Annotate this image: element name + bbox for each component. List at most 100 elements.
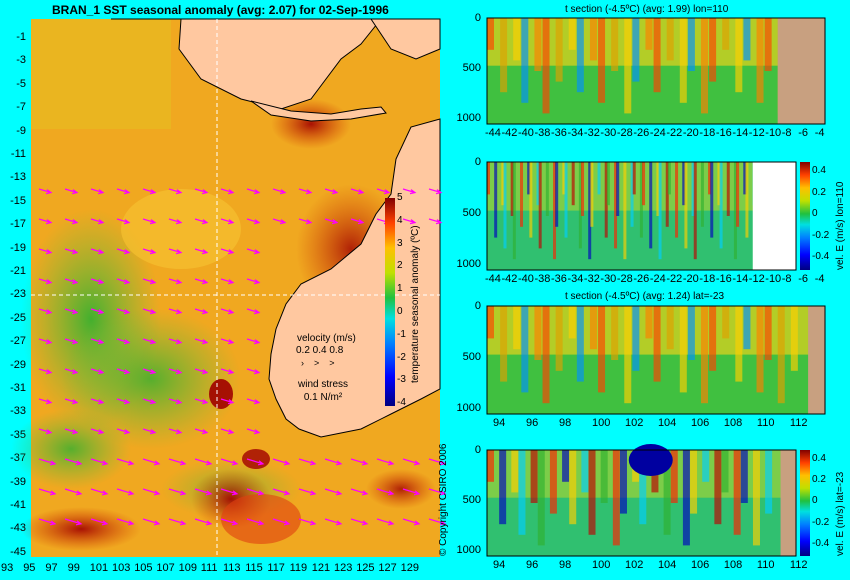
section-x-tick-label: -20	[682, 127, 699, 139]
lat-tick-label: -41	[10, 499, 26, 511]
section-streak	[645, 18, 653, 50]
section-x-tick-label: -4	[814, 273, 825, 285]
colorbar-tick-label: 0	[397, 306, 403, 317]
section-streak	[606, 162, 610, 206]
wind-arrow	[90, 278, 105, 285]
section-streak	[588, 450, 596, 535]
lat-tick-label: -45	[10, 545, 26, 558]
section-land-mask	[780, 450, 796, 556]
main-colorbar-label: temperature seasonal anomaly (ºC)	[410, 225, 421, 383]
section-streak	[589, 18, 597, 61]
section-x-tick-label: -28	[616, 127, 633, 139]
lat-tick-label: -39	[10, 475, 26, 488]
wind-arrow	[272, 458, 291, 466]
section-streak	[632, 162, 636, 195]
section-streak	[581, 450, 589, 493]
wind-arrow	[220, 308, 235, 315]
wind-arrow	[64, 488, 83, 496]
section-x-tick-label: -30	[600, 127, 617, 139]
lon-tick-label: 97	[45, 562, 58, 574]
lon-tick-label: 113	[223, 562, 241, 574]
section-streak	[612, 450, 620, 546]
section-streak	[520, 162, 524, 227]
lat-tick-label: -19	[10, 241, 26, 254]
wind-arrow	[38, 488, 57, 496]
section-streak	[568, 306, 576, 339]
wind-arrow	[350, 518, 369, 526]
wind-arrow	[428, 518, 447, 526]
section-streak	[542, 18, 550, 114]
section-streak	[717, 162, 721, 206]
section-streak	[708, 162, 712, 195]
lat-tick-label: -15	[10, 194, 26, 207]
wind-arrow	[324, 488, 343, 496]
wind-arrow	[298, 518, 317, 526]
wind-arrow	[64, 518, 83, 526]
section-streak	[501, 162, 505, 206]
section-streak	[675, 162, 679, 238]
section-streak	[733, 450, 741, 535]
wind-arrow	[350, 188, 365, 195]
wind-arrow	[220, 188, 235, 195]
wind-arrow	[298, 188, 313, 195]
wind-arrow	[90, 428, 105, 435]
section-panel-title: t section (-4.5ºC) (avg: 1.99) lon=110	[565, 4, 729, 15]
section-streak	[735, 18, 743, 93]
wind-arrow	[220, 248, 235, 255]
section-x-tick-label: 96	[525, 417, 539, 429]
section-streak	[530, 450, 538, 503]
wind-arrow	[38, 338, 53, 345]
velocity-colorbar-tick: 0	[812, 495, 818, 507]
wind-arrow	[428, 188, 443, 195]
section-x-tick-label: -20	[682, 273, 699, 285]
wind-arrow	[116, 278, 131, 285]
wind-arrow	[90, 368, 105, 375]
wind-arrow	[168, 248, 183, 255]
lon-tick-label: 125	[356, 562, 375, 574]
wind-arrow	[64, 278, 79, 285]
section-streak	[701, 18, 709, 114]
section-streak	[690, 450, 698, 514]
section-streak	[752, 450, 760, 546]
colorbar-tick-label: 4	[397, 214, 403, 226]
section-streak	[624, 18, 632, 114]
section-x-tick-label: 96	[525, 559, 539, 571]
section-x-tick-label: 98	[558, 559, 572, 571]
section-streak	[534, 306, 542, 360]
section-x-tick-label: 106	[690, 559, 710, 571]
wind-arrow	[90, 338, 105, 345]
section-x-tick-label: 100	[591, 559, 611, 571]
colorbar-tick-label: -4	[397, 397, 406, 409]
section-x-tick-label: 104	[657, 417, 677, 429]
section-streak	[777, 306, 785, 404]
section-streak	[649, 162, 653, 249]
section-streak	[616, 162, 620, 216]
wind-arrow	[168, 218, 183, 225]
wind-arrow	[272, 488, 291, 496]
wind-arrow	[64, 218, 79, 225]
velocity-colorbar-tick: -0.2	[812, 229, 830, 241]
wind-arrow	[116, 338, 131, 345]
wind-arrow	[428, 218, 443, 225]
section-streak	[687, 306, 695, 360]
section-streak	[576, 18, 584, 93]
wind-arrow	[246, 398, 261, 405]
section-streak	[600, 450, 608, 503]
section-streak	[487, 162, 490, 195]
lat-tick-label: -21	[10, 265, 26, 277]
section-streak	[642, 162, 646, 206]
wind-arrow	[194, 338, 209, 345]
wind-arrow	[350, 488, 369, 496]
section-streak	[571, 162, 575, 206]
wind-arrow	[220, 488, 239, 496]
section-streak	[562, 162, 566, 195]
wind-stress-arrows	[38, 188, 447, 526]
wind-arrow	[142, 218, 157, 225]
section-streak	[542, 306, 550, 404]
section-x-tick-label: -36	[550, 127, 567, 139]
section-streak	[701, 306, 709, 404]
section-streak	[743, 18, 751, 61]
wind-arrow	[142, 398, 157, 405]
wind-arrow	[246, 368, 261, 375]
wind-arrow	[246, 428, 261, 435]
